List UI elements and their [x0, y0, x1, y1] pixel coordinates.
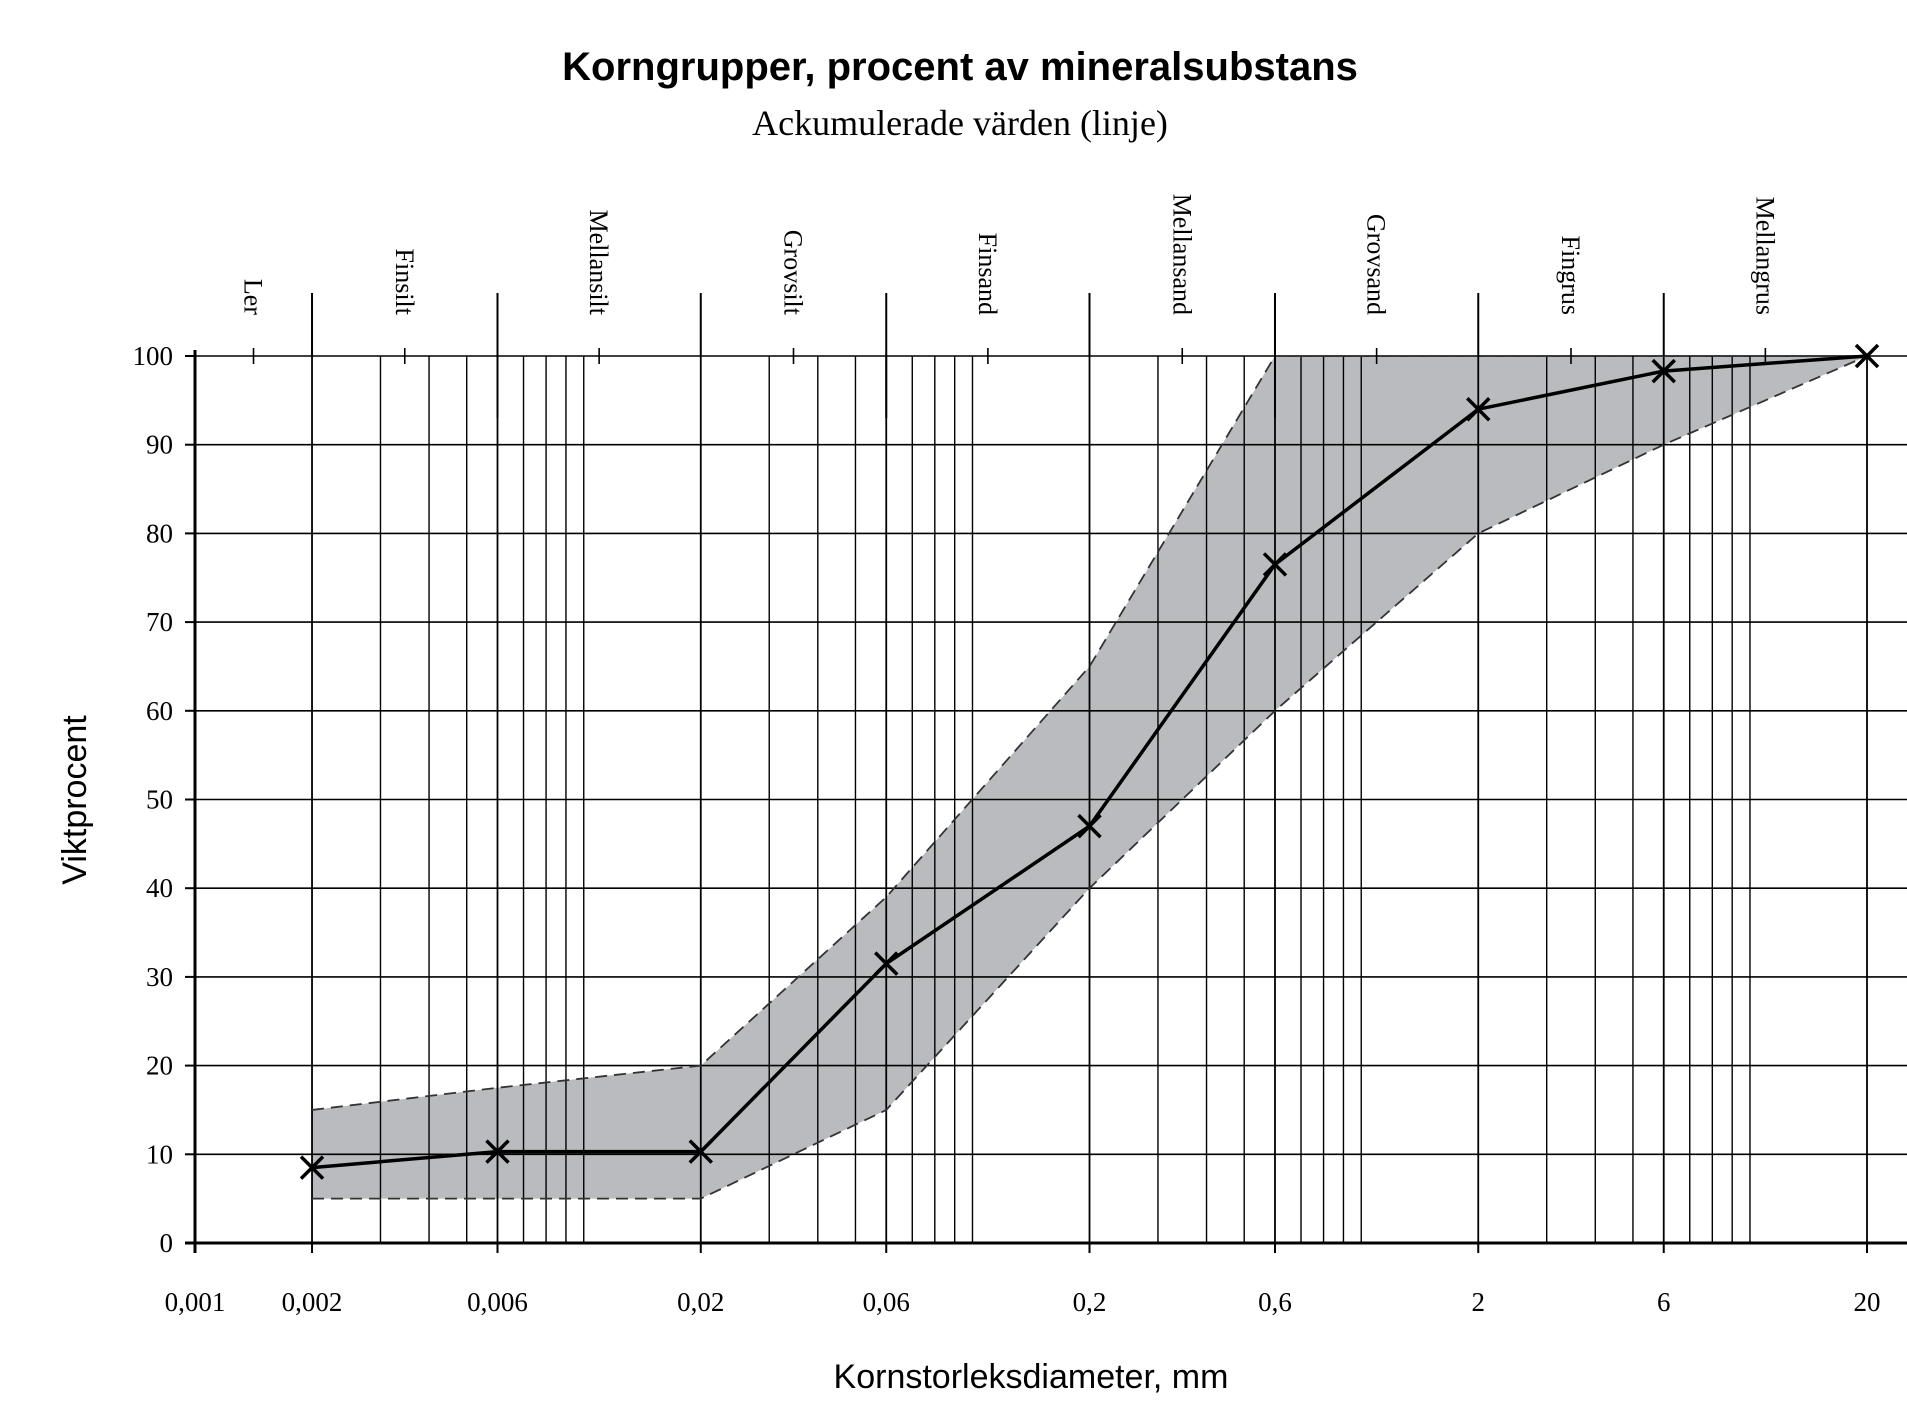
x-axis-label: Kornstorleksdiameter, mm: [834, 1358, 1229, 1396]
fraction-label: Mellansilt: [584, 210, 613, 316]
y-axis-label: Viktprocent: [56, 715, 94, 885]
fraction-label: Ler: [239, 279, 268, 315]
y-tick-label: 60: [146, 696, 173, 726]
x-tick-label: 0,001: [165, 1287, 226, 1317]
fraction-label: Fingrus: [1556, 236, 1585, 315]
y-tick-label: 100: [133, 341, 174, 371]
y-tick-label: 40: [146, 873, 173, 903]
y-tick-label: 10: [146, 1139, 173, 1169]
x-marker: [1262, 552, 1288, 577]
fraction-label: Grovsand: [1362, 214, 1391, 315]
x-tick-label: 20: [1854, 1287, 1881, 1317]
x-tick-label: 0,006: [467, 1287, 528, 1317]
x-tick-label: 0,6: [1258, 1287, 1292, 1317]
x-tick-label: 0,002: [282, 1287, 343, 1317]
y-tick-label: 80: [146, 518, 173, 548]
x-tick-label: 2: [1472, 1287, 1486, 1317]
band-lower: [312, 355, 1868, 1200]
y-tick-label: 30: [146, 962, 173, 992]
band-upper: [311, 355, 1867, 1111]
x-marker: [688, 1139, 714, 1164]
x-marker: [1077, 813, 1102, 839]
x-marker: [299, 1155, 325, 1180]
x-tick-label: 0,02: [677, 1287, 724, 1317]
fraction-label: Mellangrus: [1750, 197, 1779, 315]
y-tick-label: 0: [160, 1228, 174, 1258]
fraction-label: Grovsilt: [779, 230, 808, 316]
chart-title: Korngrupper, procent av mineralsubstans: [562, 45, 1358, 89]
x-marker: [1854, 343, 1880, 369]
fraction-label: Finsilt: [390, 249, 419, 316]
x-marker: [1651, 358, 1676, 384]
x-tick-label: 0,2: [1073, 1287, 1107, 1317]
x-marker: [1466, 396, 1491, 422]
y-tick-label: 70: [146, 607, 173, 637]
x-marker: [874, 951, 899, 976]
x-tick-label: 0,06: [863, 1287, 910, 1317]
x-marker: [485, 1139, 510, 1164]
y-tick-label: 20: [146, 1051, 173, 1081]
fraction-label: Mellansand: [1167, 194, 1196, 315]
x-tick-label: 6: [1657, 1287, 1671, 1317]
chart-subtitle: Ackumulerade värden (linje): [752, 103, 1168, 143]
y-tick-label: 90: [146, 430, 173, 460]
fraction-label: Finsand: [973, 233, 1002, 315]
y-tick-label: 50: [146, 785, 173, 815]
